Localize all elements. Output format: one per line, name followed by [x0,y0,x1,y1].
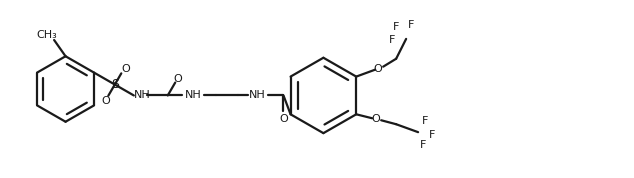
Text: CH₃: CH₃ [37,30,58,40]
Text: O: O [174,74,183,84]
Text: F: F [420,140,426,150]
Text: NH: NH [185,90,202,100]
Text: NH: NH [133,90,150,100]
Text: S: S [111,78,119,91]
Text: NH: NH [249,90,266,100]
Text: F: F [422,116,429,126]
Text: F: F [429,130,436,140]
Text: F: F [389,35,396,45]
Text: F: F [408,20,414,30]
Text: F: F [393,22,399,32]
Text: O: O [372,114,380,124]
Text: O: O [121,64,130,74]
Text: O: O [101,96,110,106]
Text: O: O [374,64,382,74]
Text: O: O [279,114,288,124]
